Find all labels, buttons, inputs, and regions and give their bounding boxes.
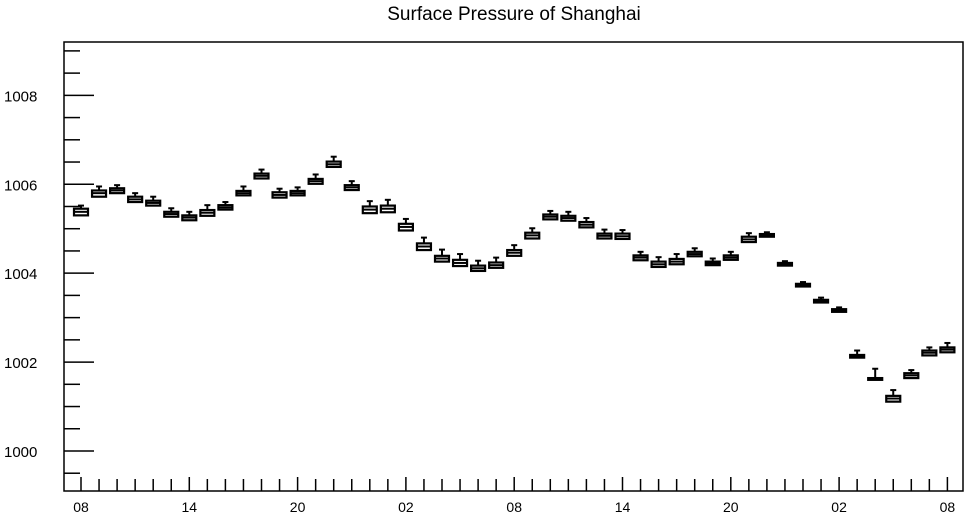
box — [596, 228, 613, 240]
box — [704, 257, 721, 267]
box — [794, 281, 812, 288]
box — [668, 253, 685, 266]
box — [812, 296, 830, 304]
box — [163, 207, 180, 218]
box — [740, 232, 757, 244]
box — [145, 195, 162, 207]
x-tick-label: 02 — [831, 499, 847, 515]
box — [849, 349, 866, 359]
box — [361, 200, 378, 215]
y-tick-label: 1002 — [4, 355, 37, 372]
box — [722, 250, 739, 261]
x-tick-label: 20 — [723, 499, 739, 515]
box — [108, 184, 126, 195]
box — [325, 155, 342, 169]
box — [217, 201, 234, 211]
box — [289, 186, 306, 197]
box — [199, 204, 216, 217]
box — [470, 259, 487, 273]
box — [415, 236, 433, 252]
box-series — [72, 155, 956, 403]
y-tick-label: 1000 — [4, 444, 37, 461]
box — [632, 250, 649, 262]
x-tick-label: 08 — [73, 499, 89, 515]
x-tick-label: 02 — [398, 499, 414, 515]
box — [524, 227, 541, 240]
box — [343, 180, 360, 192]
box — [578, 217, 595, 229]
x-axis: 08 14 20 02 08 14 20 02 08 — [73, 477, 955, 515]
box — [90, 185, 108, 198]
box — [686, 247, 703, 258]
y-tick-label: 1004 — [4, 266, 37, 283]
box — [885, 389, 902, 403]
box — [433, 248, 451, 263]
box — [488, 256, 505, 269]
x-tick-label: 08 — [506, 499, 522, 515]
box — [127, 192, 144, 204]
box — [560, 210, 577, 222]
box — [614, 229, 631, 241]
box — [397, 217, 414, 232]
x-tick-label: 14 — [182, 499, 198, 515]
box — [939, 341, 956, 354]
box — [253, 168, 270, 180]
box — [235, 185, 252, 197]
box — [903, 369, 920, 380]
x-tick-label: 08 — [940, 499, 956, 515]
box — [758, 231, 776, 238]
box — [867, 367, 884, 381]
box — [271, 187, 288, 199]
x-tick-label: 20 — [290, 499, 306, 515]
chart-title: Surface Pressure of Shanghai — [387, 4, 641, 25]
box — [830, 306, 848, 313]
box — [506, 244, 523, 257]
box — [776, 260, 794, 267]
box — [307, 173, 324, 185]
box — [451, 253, 469, 268]
box — [72, 204, 90, 217]
y-tick-label: 1006 — [4, 177, 37, 194]
y-axis: 1000 1002 1004 1006 1008 — [4, 50, 94, 474]
box — [181, 210, 198, 222]
plot-frame — [63, 41, 964, 492]
box — [379, 198, 396, 214]
box — [542, 209, 559, 221]
box — [650, 256, 667, 269]
x-tick-label: 14 — [615, 499, 631, 515]
y-tick-label: 1008 — [4, 88, 37, 105]
box — [921, 346, 938, 357]
